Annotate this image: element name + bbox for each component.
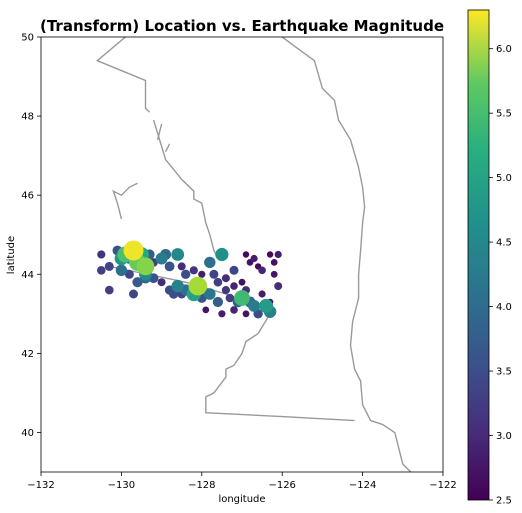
earthquake-point (204, 256, 216, 269)
earthquake-point (242, 310, 250, 318)
chart-title: (Transform) Location vs. Earthquake Magn… (40, 17, 444, 35)
earthquake-point (230, 282, 238, 290)
earthquake-point (157, 278, 166, 287)
earthquake-point (274, 250, 282, 259)
earthquake-point (188, 276, 208, 296)
x-tick-label: −132 (27, 480, 54, 491)
plate-boundary-0 (95, 37, 150, 113)
x-axis: −132 −130 −128 −126 −124 −122 (27, 472, 457, 491)
plate-boundary-2 (164, 143, 171, 153)
plate-boundary-1 (152, 119, 219, 259)
earthquake-point (248, 299, 261, 312)
earthquake-point (270, 270, 278, 278)
x-tick-label: −124 (349, 480, 376, 491)
earthquake-point (266, 251, 274, 258)
earthquake-point (250, 254, 258, 263)
earthquake-point (215, 247, 229, 262)
earthquake-point (189, 266, 198, 275)
colorbar-tick-label: 3.5 (496, 367, 512, 378)
earthquake-point (177, 262, 186, 271)
colorbar-tick-label: 3.0 (496, 431, 512, 442)
earthquake-point (198, 270, 206, 278)
earthquake-point (234, 290, 250, 306)
colorbar: 2.5 3.0 3.5 4.0 4.5 5.0 5.5 6.0 (467, 9, 512, 507)
x-tick-label: −126 (268, 480, 295, 491)
earthquake-point (238, 278, 246, 286)
earthquake-point (129, 289, 138, 299)
x-axis-label: longitude (218, 494, 265, 505)
y-axis-label: latitude (6, 236, 17, 274)
colorbar-tick-label: 4.0 (496, 302, 512, 313)
x-tick-label: −130 (108, 480, 135, 491)
earthquake-point (204, 288, 216, 300)
colorbar-ticks: 2.5 3.0 3.5 4.0 4.5 5.0 5.5 6.0 (489, 44, 512, 507)
earthquake-point (212, 296, 223, 308)
earthquake-point (274, 282, 283, 291)
earthquake-point (258, 290, 266, 298)
plate-boundary-6 (112, 182, 138, 220)
earthquake-point (155, 252, 168, 265)
y-tick-label: 48 (21, 112, 34, 123)
y-axis: 40 42 44 46 48 50 (21, 33, 41, 439)
earthquake-point (171, 279, 184, 293)
colorbar-tick-label: 6.0 (496, 44, 512, 55)
coastline (281, 37, 412, 472)
earthquake-point (97, 250, 106, 259)
plot-background (41, 37, 443, 472)
earthquake-point (97, 266, 106, 275)
earthquake-point (270, 259, 278, 266)
x-tick-label: −128 (188, 480, 215, 491)
plate-boundary-5 (205, 313, 355, 422)
colorbar-gradient (467, 9, 490, 501)
colorbar-tick-label: 4.5 (496, 238, 512, 249)
colorbar-tick-label: 5.0 (496, 173, 512, 184)
earthquake-point (136, 257, 155, 276)
y-tick-label: 50 (21, 33, 34, 44)
y-tick-label: 42 (21, 349, 34, 360)
plot-frame (40, 36, 444, 473)
earthquake-point (171, 248, 185, 261)
earthquake-point (221, 274, 230, 283)
earthquake-point (213, 277, 223, 287)
x-tick-label: −122 (429, 480, 456, 491)
plot-area (40, 36, 444, 473)
earthquake-point (104, 261, 114, 271)
earthquake-point (132, 277, 143, 288)
earthquake-point (124, 269, 134, 279)
y-tick-label: 44 (21, 270, 34, 281)
earthquake-point (115, 264, 128, 276)
earthquake-point (181, 269, 191, 279)
earthquake-point (218, 310, 226, 318)
earthquake-point (258, 266, 266, 275)
colorbar-tick-label: 5.5 (496, 109, 512, 120)
earthquake-points (97, 240, 283, 319)
plate-boundary-3 (156, 123, 163, 140)
earthquake-point (259, 298, 274, 313)
earthquake-point (221, 286, 230, 295)
earthquake-point (230, 306, 238, 314)
y-tick-label: 40 (21, 428, 34, 439)
y-tick-label: 46 (21, 191, 34, 202)
earthquake-point (209, 269, 219, 279)
earthquake-point (105, 285, 114, 295)
colorbar-tick-label: 2.5 (496, 496, 512, 507)
earthquake-point (229, 265, 239, 275)
earthquake-point (202, 306, 210, 314)
earthquake-point (225, 293, 235, 303)
earthquake-point (164, 261, 175, 272)
earthquake-point (123, 240, 144, 261)
earthquake-point (242, 251, 250, 258)
